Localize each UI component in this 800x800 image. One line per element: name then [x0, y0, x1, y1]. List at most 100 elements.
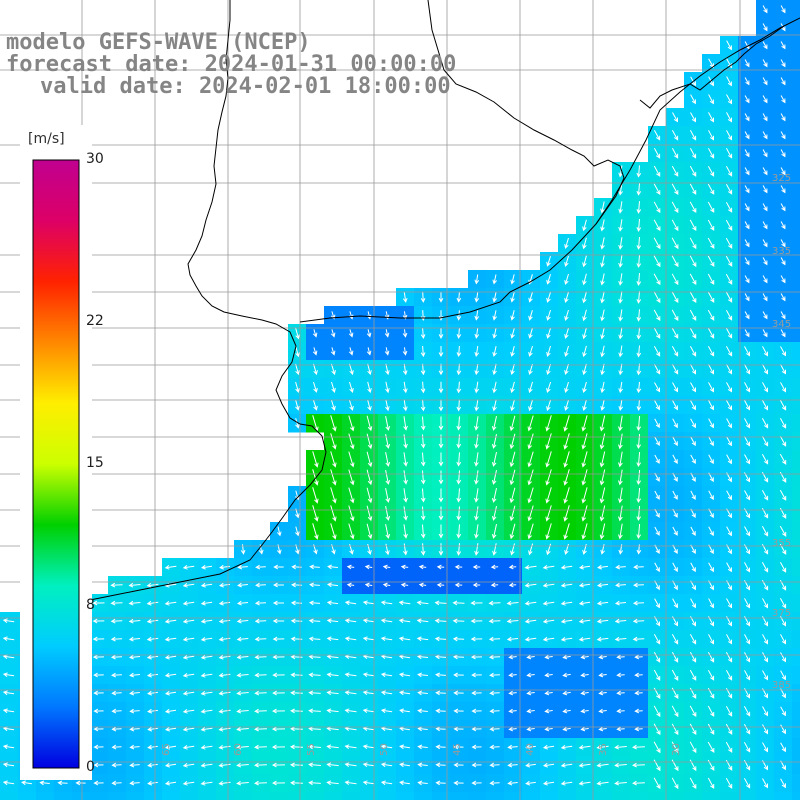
wind-arrow: [580, 726, 589, 732]
wind-arrow: [488, 600, 501, 606]
wind-arrow: [528, 328, 533, 339]
wind-arrow: [366, 451, 373, 468]
wind-arrow: [546, 363, 551, 376]
wind-arrow: [491, 487, 497, 503]
wind-arrow: [182, 565, 195, 570]
wind-arrow: [438, 363, 444, 376]
wind-arrow: [111, 690, 122, 696]
wind-arrow: [290, 726, 303, 732]
wind-arrow: [326, 654, 339, 660]
speed-cell: [792, 792, 800, 800]
wind-arrow: [596, 618, 609, 624]
wind-arrow: [398, 618, 411, 624]
wind-arrow: [456, 381, 462, 394]
wind-arrow: [618, 165, 623, 178]
wind-arrow: [762, 77, 768, 86]
wind-arrow: [614, 762, 627, 768]
wind-arrow: [524, 582, 537, 588]
wind-arrow: [596, 582, 609, 588]
wind-arrow: [326, 708, 339, 714]
wind-arrow: [564, 399, 569, 412]
wind-arrow: [762, 706, 768, 717]
wind-arrow: [385, 470, 391, 485]
wind-arrow: [254, 690, 267, 696]
wind-arrow: [726, 364, 732, 375]
wind-arrow: [672, 382, 678, 393]
wind-arrow: [582, 327, 587, 340]
speed-cell: [252, 792, 271, 800]
wind-arrow: [506, 636, 519, 642]
wind-arrow: [362, 618, 375, 623]
speed-cell: [144, 792, 163, 800]
wind-arrow: [254, 744, 267, 750]
wind-arrow: [599, 523, 606, 540]
wind-arrow: [597, 564, 608, 570]
wind-arrow: [779, 435, 787, 447]
speed-cell: [792, 18, 800, 37]
wind-arrow: [707, 147, 715, 159]
wind-arrow: [525, 762, 536, 768]
wind-arrow: [743, 706, 751, 717]
wind-arrow: [581, 451, 588, 468]
wind-arrow: [689, 345, 697, 357]
wind-arrow: [2, 672, 15, 677]
wind-arrow: [420, 381, 426, 394]
wind-arrow: [744, 59, 750, 68]
wind-arrow: [385, 524, 391, 539]
wind-arrow: [726, 436, 732, 447]
wind-arrow: [600, 399, 605, 412]
speed-cell: [792, 576, 800, 595]
speed-cell: [270, 792, 289, 800]
wind-arrow: [707, 291, 715, 303]
wind-arrow: [290, 618, 303, 624]
wind-arrow: [707, 723, 715, 735]
speed-cell: [738, 792, 757, 800]
wind-arrow: [527, 433, 534, 450]
wind-arrow: [380, 744, 393, 750]
wind-arrow: [762, 275, 768, 284]
wind-arrow: [725, 237, 733, 249]
wind-arrow: [690, 418, 696, 429]
wind-arrow: [762, 23, 768, 32]
wind-arrow: [385, 381, 390, 394]
wind-arrow: [726, 490, 732, 501]
wind-arrow: [398, 636, 411, 642]
wind-arrow: [510, 363, 515, 376]
wind-arrow: [545, 469, 552, 486]
wind-arrow: [636, 345, 642, 358]
wind-arrow: [580, 690, 589, 696]
wind-arrow: [542, 565, 555, 570]
wind-arrow: [182, 673, 195, 678]
wind-arrow: [110, 654, 123, 660]
wind-arrow: [600, 273, 605, 286]
wind-arrow: [93, 744, 104, 750]
wind-arrow: [110, 618, 123, 624]
wind-arrow: [528, 363, 533, 375]
wind-arrow: [2, 636, 15, 641]
wind-arrow: [744, 113, 750, 122]
wind-arrow: [744, 670, 750, 681]
wind-arrow: [236, 726, 249, 732]
wind-arrow: [616, 690, 625, 696]
wind-arrow: [182, 709, 195, 714]
wind-arrow: [417, 744, 428, 750]
wind-arrow: [236, 636, 249, 642]
wind-arrow: [616, 726, 625, 732]
speed-cell: [432, 792, 451, 800]
wind-arrow: [402, 311, 408, 320]
wind-arrow: [582, 273, 587, 286]
wind-arrow: [510, 292, 515, 303]
wind-arrow: [254, 762, 267, 768]
wind-arrow: [654, 418, 660, 429]
wind-arrow: [563, 505, 570, 522]
wind-arrow: [636, 201, 642, 214]
wind-arrow: [472, 564, 481, 570]
speed-cell: [792, 450, 800, 469]
wind-arrow: [456, 292, 462, 303]
wind-arrow: [326, 690, 339, 696]
wind-arrow: [507, 762, 518, 768]
wind-arrow: [653, 345, 661, 357]
wind-arrow: [527, 523, 534, 540]
wind-arrow: [272, 672, 285, 678]
wind-arrow: [762, 329, 768, 338]
